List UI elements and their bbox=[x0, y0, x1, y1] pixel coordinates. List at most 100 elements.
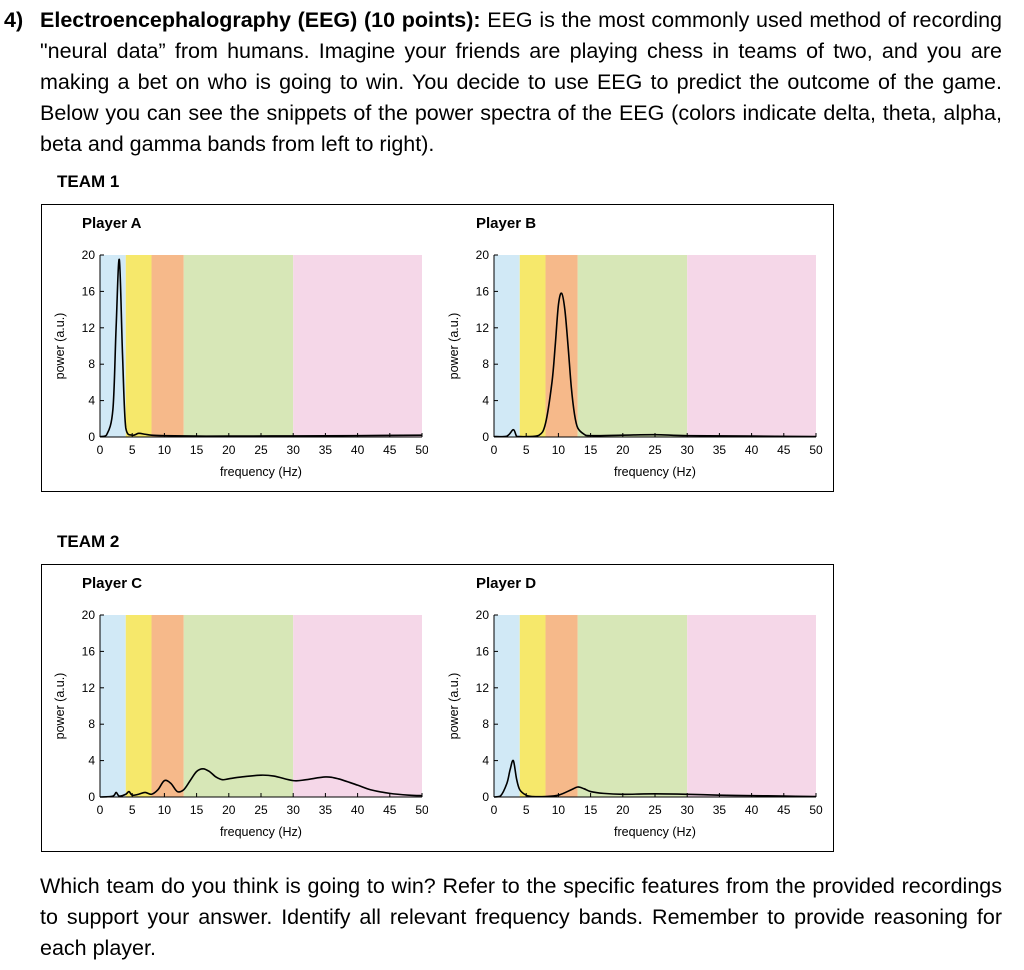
y-tick-label: 0 bbox=[88, 790, 95, 804]
y-tick-label: 16 bbox=[82, 644, 96, 658]
x-tick-label: 35 bbox=[713, 803, 727, 817]
x-axis-label: frequency (Hz) bbox=[220, 825, 302, 839]
y-tick-label: 0 bbox=[482, 790, 489, 804]
y-axis-label: power (a.u.) bbox=[53, 673, 67, 740]
y-tick-label: 20 bbox=[476, 248, 490, 262]
y-tick-label: 0 bbox=[482, 430, 489, 444]
x-tick-label: 35 bbox=[319, 803, 333, 817]
question-title: Electroencephalography (EEG) (10 points)… bbox=[40, 8, 481, 32]
y-axis-label: power (a.u.) bbox=[53, 313, 67, 380]
player-title: Player D bbox=[476, 575, 536, 592]
x-tick-label: 0 bbox=[491, 443, 498, 457]
y-tick-label: 8 bbox=[482, 357, 489, 371]
x-tick-label: 15 bbox=[584, 443, 598, 457]
y-tick-label: 8 bbox=[88, 717, 95, 731]
x-tick-label: 15 bbox=[190, 803, 204, 817]
x-tick-label: 10 bbox=[552, 803, 566, 817]
team-2-box bbox=[41, 564, 834, 852]
band-rect-2 bbox=[545, 255, 578, 437]
x-tick-label: 50 bbox=[415, 803, 428, 817]
x-tick-label: 25 bbox=[648, 803, 662, 817]
x-tick-label: 10 bbox=[158, 803, 172, 817]
spectrum-line bbox=[493, 759, 817, 798]
x-tick-label: 0 bbox=[97, 803, 104, 817]
y-tick-label: 16 bbox=[476, 284, 490, 298]
x-tick-label: 0 bbox=[97, 443, 104, 457]
footer-question: Which team do you think is going to win?… bbox=[40, 874, 1002, 960]
x-axis-label: frequency (Hz) bbox=[220, 465, 302, 479]
x-tick-label: 35 bbox=[319, 443, 333, 457]
spectrum-line bbox=[99, 258, 423, 438]
y-tick-label: 16 bbox=[476, 644, 490, 658]
band-rect-2 bbox=[545, 615, 578, 797]
question-body: EEG is the most commonly used method of … bbox=[40, 8, 1002, 156]
x-tick-label: 5 bbox=[523, 443, 530, 457]
chart-player-b: Player B 0 4 8 12 16 20 0 5 10 15 20 25 30 35 40 45 50 fre… bbox=[447, 215, 823, 479]
team-1-label: TEAM 1 bbox=[57, 172, 120, 191]
band-rect-0 bbox=[494, 255, 520, 437]
band-rect-1 bbox=[519, 255, 546, 437]
band-rect-4 bbox=[687, 615, 816, 797]
y-tick-label: 12 bbox=[476, 681, 490, 695]
band-rect-1 bbox=[519, 615, 546, 797]
x-tick-label: 25 bbox=[254, 443, 268, 457]
x-tick-label: 40 bbox=[745, 803, 759, 817]
chart-player-d: Player D 0 4 8 12 16 20 0 5 10 15 20 25 30 35 40 45 50 fre… bbox=[447, 575, 823, 839]
team-2-label: TEAM 2 bbox=[57, 532, 120, 551]
x-tick-label: 15 bbox=[584, 803, 598, 817]
x-tick-label: 45 bbox=[777, 803, 791, 817]
x-tick-label: 5 bbox=[523, 803, 530, 817]
x-tick-label: 10 bbox=[552, 443, 566, 457]
band-rect-0 bbox=[100, 615, 126, 797]
x-tick-label: 20 bbox=[222, 803, 236, 817]
chart-player-c: Player C 0 4 8 12 16 20 0 5 10 15 20 25 30 35 40 45 50 fre… bbox=[53, 575, 428, 839]
y-tick-label: 20 bbox=[82, 608, 96, 622]
x-tick-label: 30 bbox=[681, 803, 695, 817]
band-rect-4 bbox=[293, 615, 422, 797]
x-tick-label: 30 bbox=[287, 803, 301, 817]
spectrum-line bbox=[99, 767, 423, 798]
x-tick-label: 30 bbox=[287, 443, 301, 457]
band-rect-3 bbox=[577, 615, 688, 797]
x-tick-label: 40 bbox=[351, 443, 365, 457]
x-tick-label: 50 bbox=[415, 443, 428, 457]
question-text: Electroencephalography (EEG) (10 points)… bbox=[40, 5, 1002, 160]
x-tick-label: 40 bbox=[351, 803, 365, 817]
x-tick-label: 50 bbox=[809, 803, 823, 817]
x-tick-label: 40 bbox=[745, 443, 759, 457]
x-tick-label: 5 bbox=[129, 803, 136, 817]
x-tick-label: 45 bbox=[777, 443, 791, 457]
band-rect-4 bbox=[293, 255, 422, 437]
player-title: Player C bbox=[82, 575, 142, 592]
y-axis-label: power (a.u.) bbox=[447, 313, 461, 380]
x-tick-label: 15 bbox=[190, 443, 204, 457]
x-tick-label: 25 bbox=[648, 443, 662, 457]
spectrum-line bbox=[493, 292, 817, 438]
x-tick-label: 0 bbox=[491, 803, 498, 817]
band-rect-2 bbox=[151, 615, 184, 797]
x-tick-label: 45 bbox=[383, 443, 397, 457]
player-title: Player A bbox=[82, 215, 142, 232]
band-rect-1 bbox=[125, 255, 152, 437]
x-axis-label: frequency (Hz) bbox=[614, 825, 696, 839]
y-tick-label: 12 bbox=[476, 321, 490, 335]
band-rect-3 bbox=[183, 615, 294, 797]
x-tick-label: 25 bbox=[254, 803, 268, 817]
y-tick-label: 4 bbox=[88, 754, 95, 768]
x-tick-label: 5 bbox=[129, 443, 136, 457]
x-tick-label: 10 bbox=[158, 443, 172, 457]
y-tick-label: 4 bbox=[482, 394, 489, 408]
band-rect-3 bbox=[577, 255, 688, 437]
band-rect-3 bbox=[183, 255, 294, 437]
x-tick-label: 50 bbox=[809, 443, 823, 457]
y-tick-label: 16 bbox=[82, 284, 96, 298]
band-rect-0 bbox=[494, 615, 520, 797]
x-tick-label: 20 bbox=[222, 443, 236, 457]
y-tick-label: 4 bbox=[482, 754, 489, 768]
x-tick-label: 20 bbox=[616, 803, 630, 817]
y-tick-label: 8 bbox=[88, 357, 95, 371]
player-title: Player B bbox=[476, 215, 536, 232]
chart-player-a: Player A 0 4 8 12 16 20 0 5 10 15 20 25 30 35 40 45 50 fre… bbox=[53, 215, 428, 479]
x-tick-label: 30 bbox=[681, 443, 695, 457]
question-number: 4) bbox=[4, 8, 24, 32]
